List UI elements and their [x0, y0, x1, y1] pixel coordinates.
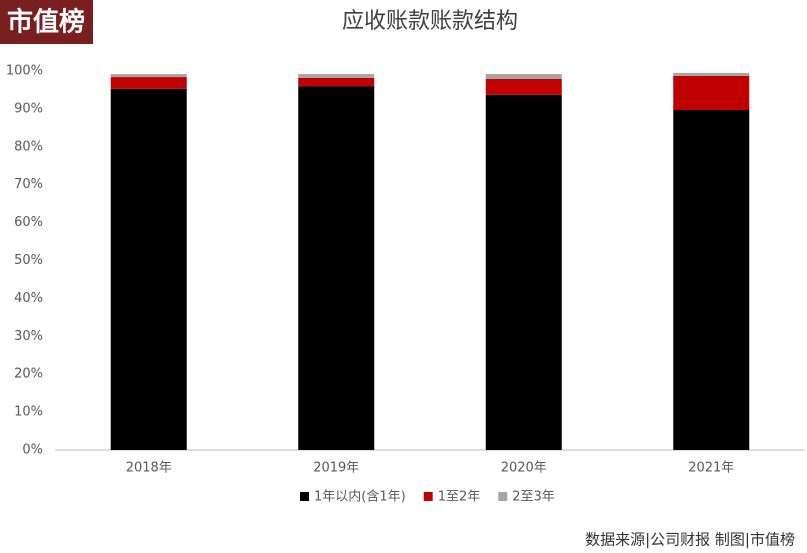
y-tick-label: 70% — [14, 177, 43, 192]
bar-segment — [110, 88, 187, 451]
y-tick-label: 90% — [14, 101, 43, 116]
y-tick-label: 0% — [22, 443, 43, 458]
x-tick-label: 2021年 — [688, 461, 734, 476]
bar-segment — [298, 86, 375, 450]
bar-segment — [110, 77, 187, 89]
bar-segment — [485, 74, 562, 79]
bar-segment — [110, 74, 187, 78]
logo-bg — [0, 0, 93, 44]
bar-segment — [485, 94, 562, 450]
legend-label: 2至3年 — [512, 490, 555, 505]
y-tick-label: 60% — [14, 215, 43, 230]
bar-segment — [673, 75, 750, 111]
y-tick-label: 100% — [6, 64, 43, 79]
y-tick-label: 80% — [14, 139, 43, 154]
legend-label: 1年以内(含1年) — [314, 489, 406, 505]
legend-swatch — [300, 492, 309, 501]
x-tick-label: 2018年 — [126, 461, 172, 476]
y-tick-label: 10% — [14, 405, 43, 420]
x-tick-label: 2020年 — [501, 461, 547, 476]
y-tick-label: 30% — [14, 329, 43, 344]
bar-segment — [673, 72, 750, 76]
source: 数据来源|公司财报 制图|市值榜 — [585, 531, 795, 549]
bar-segment — [298, 74, 375, 78]
y-tick-label: 20% — [14, 367, 43, 382]
legend-label: 1至2年 — [438, 490, 481, 505]
legend-swatch — [498, 492, 508, 501]
legend-swatch — [423, 492, 433, 501]
x-tick-label: 2019年 — [313, 461, 359, 476]
chart-title: 应收账款账款结构 — [342, 9, 518, 34]
bar-segment — [298, 77, 375, 87]
y-tick-label: 40% — [14, 291, 43, 306]
bar-segment — [485, 78, 562, 95]
logo: 市值榜 — [7, 7, 85, 38]
bar-segment — [673, 110, 750, 451]
y-tick-label: 50% — [14, 253, 43, 268]
